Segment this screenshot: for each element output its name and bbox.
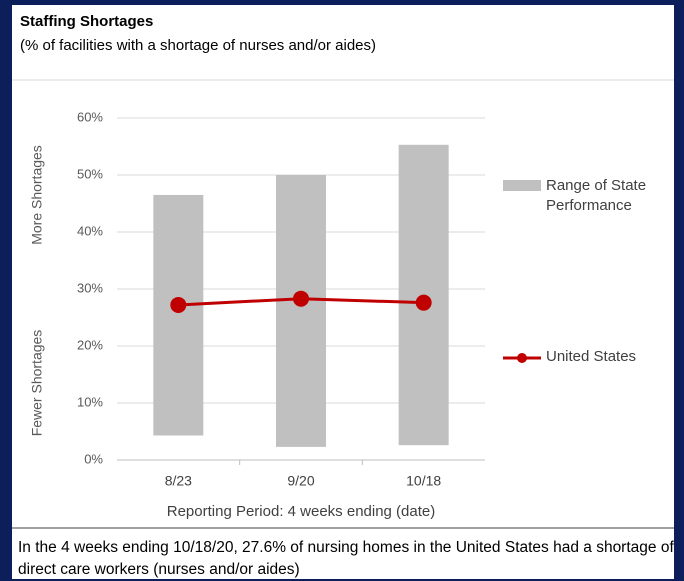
panel: Staffing Shortages (% of facilities with… xyxy=(12,5,674,579)
x-tick-label: 8/23 xyxy=(165,473,192,489)
x-tick-label: 10/18 xyxy=(406,473,441,489)
marker xyxy=(415,294,432,311)
chart-title: Staffing Shortages xyxy=(20,13,154,30)
y-axis-label: More Shortages xyxy=(29,145,45,245)
y-tick-label: 20% xyxy=(77,337,103,352)
y-tick-label: 0% xyxy=(84,451,103,466)
y-tick-label: 30% xyxy=(77,280,103,295)
legend-swatch xyxy=(503,180,541,191)
legend-swatch xyxy=(517,353,527,363)
caption: In the 4 weeks ending 10/18/20, 27.6% of… xyxy=(18,539,674,578)
y-tick-label: 50% xyxy=(77,166,103,181)
x-tick-label: 9/20 xyxy=(287,473,314,489)
marker xyxy=(293,290,309,307)
range-bar xyxy=(276,175,326,447)
marker xyxy=(170,296,187,313)
y-tick-label: 60% xyxy=(77,109,103,124)
x-axis-label: Reporting Period: 4 weeks ending (date) xyxy=(167,503,436,520)
range-bar xyxy=(153,194,204,436)
chart-subtitle: (% of facilities with a shortage of nurs… xyxy=(20,37,377,54)
legend-label: Range of State Performance xyxy=(546,177,647,214)
y-tick-label: 40% xyxy=(77,223,103,238)
y-axis-label: Fewer Shortages xyxy=(29,330,45,437)
y-tick-label: 10% xyxy=(77,394,103,409)
legend-label: United States xyxy=(546,348,637,365)
chart: More Shortages Fewer Shortages Reporting… xyxy=(12,79,674,529)
